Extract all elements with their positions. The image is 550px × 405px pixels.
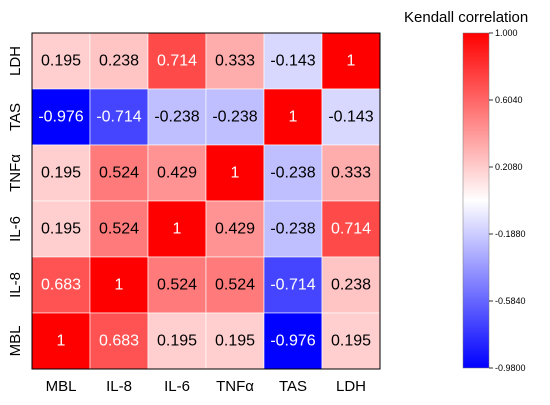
heatmap-cell — [31, 32, 91, 90]
legend-tick-label: 0.6040 — [495, 95, 523, 105]
cell-value-label: 1 — [231, 165, 240, 182]
legend-tick-label: 1.000 — [495, 28, 518, 38]
y-tick-label: MBL — [7, 326, 24, 357]
heatmap-cell — [205, 144, 265, 202]
cell-value-label: -0.238 — [154, 109, 199, 126]
heatmap-cell — [89, 144, 149, 202]
legend-tick-label: 0.2080 — [495, 162, 523, 172]
cell-value-label: -0.976 — [270, 333, 315, 350]
heatmap-cell — [205, 88, 265, 146]
cell-value-label: 1 — [289, 109, 298, 126]
x-tick-label: IL-8 — [106, 378, 132, 395]
cell-value-label: 0.524 — [99, 165, 139, 182]
heatmap-cell — [31, 312, 91, 370]
cell-value-label: 1 — [115, 277, 124, 294]
legend-tick-label: -0.9800 — [495, 363, 526, 373]
cell-value-label: -0.714 — [270, 277, 315, 294]
heatmap-cell — [321, 312, 381, 370]
x-tick-label: MBL — [46, 378, 77, 395]
cell-value-label: -0.143 — [270, 53, 315, 70]
heatmap-cell — [205, 32, 265, 90]
heatmap-cell — [263, 200, 323, 258]
cell-value-label: 0.195 — [41, 165, 81, 182]
cell-value-label: 1 — [173, 221, 182, 238]
y-tick-label: IL-8 — [7, 272, 24, 298]
heatmap-cell — [147, 256, 207, 314]
cell-value-label: 0.195 — [41, 53, 81, 70]
heatmap-cell — [205, 200, 265, 258]
cell-value-label: 0.238 — [331, 277, 371, 294]
heatmap-cell — [321, 32, 381, 90]
heatmap-cell — [147, 144, 207, 202]
heatmap-cells — [31, 32, 381, 370]
y-tick-label: IL-6 — [7, 216, 24, 242]
cell-value-label: 0.524 — [157, 277, 197, 294]
heatmap-cell — [321, 144, 381, 202]
cell-value-label: -0.238 — [270, 221, 315, 238]
cell-value-label: 0.429 — [215, 221, 255, 238]
cell-value-label: 0.714 — [331, 221, 371, 238]
cell-value-label: 0.524 — [99, 221, 139, 238]
x-tick-label: TAS — [279, 378, 307, 395]
legend-title: Kendall correlation — [404, 9, 528, 26]
heatmap-cell — [89, 88, 149, 146]
x-tick-label: IL-6 — [164, 378, 190, 395]
cell-value-label: -0.976 — [38, 109, 83, 126]
cell-value-label: 0.195 — [41, 221, 81, 238]
heatmap-cell — [263, 312, 323, 370]
cell-value-label: 0.429 — [157, 165, 197, 182]
heatmap-cell — [263, 32, 323, 90]
cell-value-label: -0.238 — [270, 165, 315, 182]
cell-value-label: 0.683 — [99, 333, 139, 350]
legend-ticks: 1.000 0.6040 0.2080 -0.1880 -0.5840 -0.9800 — [489, 28, 526, 373]
cell-value-label: 0.333 — [215, 53, 255, 70]
heatmap-cell — [263, 144, 323, 202]
y-tick-label: TNFα — [7, 154, 24, 192]
x-tick-label: TNFα — [216, 378, 254, 395]
heatmap-cell-labels: 0.195 0.238 0.714 0.333 -0.143 1-0.976 -0.714-… — [38, 53, 373, 350]
cell-value-label: 0.683 — [41, 277, 81, 294]
heatmap-cell — [321, 88, 381, 146]
y-tick-label: LDH — [7, 46, 24, 76]
y-axis-tick-labels: LDH TAS TNFα IL-6 IL-8 MBL — [7, 46, 24, 356]
legend-colorbar — [462, 32, 490, 369]
heatmap-cell — [89, 32, 149, 90]
cell-value-label: 0.524 — [215, 277, 255, 294]
cell-value-label: 0.195 — [331, 333, 371, 350]
x-axis-tick-labels: MBL IL-8 IL-6 TNFα TAS LDH — [46, 378, 366, 395]
cell-value-label: 0.238 — [99, 53, 139, 70]
cell-value-label: 0.195 — [157, 333, 197, 350]
heatmap-cell — [31, 256, 91, 314]
heatmap-cell — [89, 200, 149, 258]
cell-value-label: 1 — [57, 333, 66, 350]
legend-tick-label: -0.5840 — [495, 296, 526, 306]
cell-value-label: 0.333 — [331, 165, 371, 182]
legend-tick-label: -0.1880 — [495, 229, 526, 239]
cell-value-label: 0.714 — [157, 53, 197, 70]
heatmap-cell — [31, 200, 91, 258]
cell-value-label: 0.195 — [215, 333, 255, 350]
cell-value-label: -0.714 — [96, 109, 141, 126]
heatmap-cell — [205, 256, 265, 314]
heatmap-cell — [31, 144, 91, 202]
y-tick-label: TAS — [7, 103, 24, 131]
x-tick-label: LDH — [336, 378, 366, 395]
plot-frame — [31, 32, 381, 370]
cell-value-label: -0.238 — [212, 109, 257, 126]
heatmap-cell — [147, 200, 207, 258]
cell-value-label: 1 — [347, 53, 356, 70]
cell-value-label: -0.143 — [328, 109, 373, 126]
heatmap-cell — [263, 256, 323, 314]
